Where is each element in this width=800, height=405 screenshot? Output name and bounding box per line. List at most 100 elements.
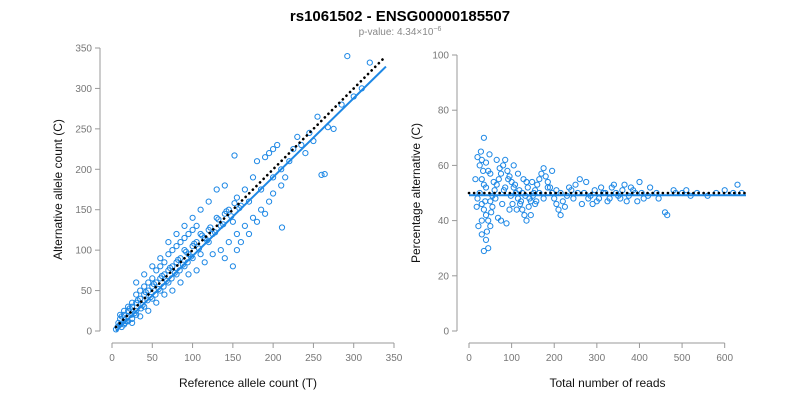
allele-data-point [258,186,265,193]
allele-data-point [231,152,238,159]
allele-data-point [321,171,328,178]
allele-y-tick-label: 250 [75,124,92,135]
allele-data-point [125,303,132,310]
pct-data-point [495,176,502,183]
allele-data-point [173,243,180,250]
allele-data-point [294,133,301,140]
pct-data-point [546,184,554,191]
pct-data-point [542,173,549,180]
allele-data-point [117,311,124,318]
allele-data-point [121,307,128,314]
allele-data-point [201,259,208,266]
pct-data-point [527,212,534,219]
allele-data-point [177,279,184,286]
allele-x-axis-title: Reference allele count (T) [179,376,317,390]
subtitle-text: p-value: 4.34×10 [359,27,434,38]
pct-data-point [485,245,492,252]
pct-data-point [572,181,579,188]
pct-data-point [499,200,506,208]
pct-data-point [536,176,543,183]
allele-data-point [181,234,188,242]
allele-y-tick-label: 150 [75,205,92,216]
allele-data-point [134,297,141,304]
allele-data-point [141,283,148,290]
allele-y-tick-label: 300 [75,84,92,95]
allele-data-point [157,255,164,262]
allele-data-point [139,302,146,309]
pct-data-point [510,162,517,169]
pct-data-point [517,200,524,208]
allele-data-point [150,281,157,288]
pct-data-point [559,198,566,205]
pct-data-point [623,198,630,205]
allele-data-point [189,214,196,221]
allele-data-point [245,198,253,205]
allele-y-axis-title: Alternative allele count (C) [51,119,65,260]
allele-fit-line [115,65,387,332]
allele-data-point [191,240,198,247]
pct-data-point [636,178,643,186]
allele-x-tick-label: 0 [109,353,115,364]
allele-y-tick-label: 350 [75,44,92,55]
allele-data-point [344,53,351,60]
pct-data-point [514,170,522,177]
allele-data-point [158,272,166,280]
figure-title: rs1061502 - ENSG00000185507 [290,8,510,25]
pct-data-point [487,223,494,230]
allele-data-point [177,239,184,246]
allele-data-point [137,313,144,320]
pct-y-tick-label: 40 [438,216,450,227]
pct-data-point [570,195,577,202]
pct-data-point [566,184,573,191]
allele-data-point [179,261,186,268]
pct-data-point [544,184,551,191]
allele-data-point [144,297,151,304]
allele-data-point [185,230,192,238]
allele-data-point [253,218,261,225]
pct-data-point [490,178,497,186]
allele-data-point [217,247,224,254]
chart-percentage-alternative: 0 100 200 300 400 500 600 0 20 40 60 80 100 Total num… [409,51,748,390]
pct-data-point [482,236,490,243]
allele-data-point [278,182,285,189]
allele-data-point [161,259,168,266]
allele-data-point [221,182,228,189]
pct-y-tick-label: 0 [443,327,449,338]
allele-data-point [213,214,220,221]
pct-data-point [524,184,531,191]
allele-data-point [145,279,152,286]
allele-data-point [225,239,232,246]
allele-data-point [213,186,220,193]
pct-data-point [478,176,485,183]
pct-data-point [502,156,509,163]
allele-data-point [233,247,240,254]
chart-allele-counts: 0 50 100 150 200 250 300 350 0 50 100 150 200 250 300 3… [51,44,403,391]
pct-data-point [485,217,492,224]
allele-data-point [149,275,156,282]
allele-data-point [278,224,286,231]
pct-data-point [517,198,525,205]
allele-data-point [193,267,200,274]
allele-data-point [126,305,133,312]
allele-data-point [133,307,140,314]
allele-data-point [189,226,196,233]
allele-data-point [129,299,136,306]
allele-data-point [133,279,140,286]
allele-data-point [229,263,236,270]
pct-data-point [647,184,654,191]
allele-reference-line [114,54,388,329]
allele-data-point [197,251,204,258]
pct-data-point [503,220,510,227]
pct-data-point [505,176,512,183]
pct-data-point [561,203,569,210]
pct-data-point [480,134,487,141]
allele-data-point [142,289,149,296]
pct-data-point [664,212,671,219]
allele-x-tick-label: 50 [147,353,159,364]
pct-data-point [553,200,560,208]
pct-x-tick-label: 500 [674,353,691,364]
allele-y-tick-label: 0 [86,327,92,338]
pct-data-point [511,181,519,188]
pct-data-point [734,181,741,188]
